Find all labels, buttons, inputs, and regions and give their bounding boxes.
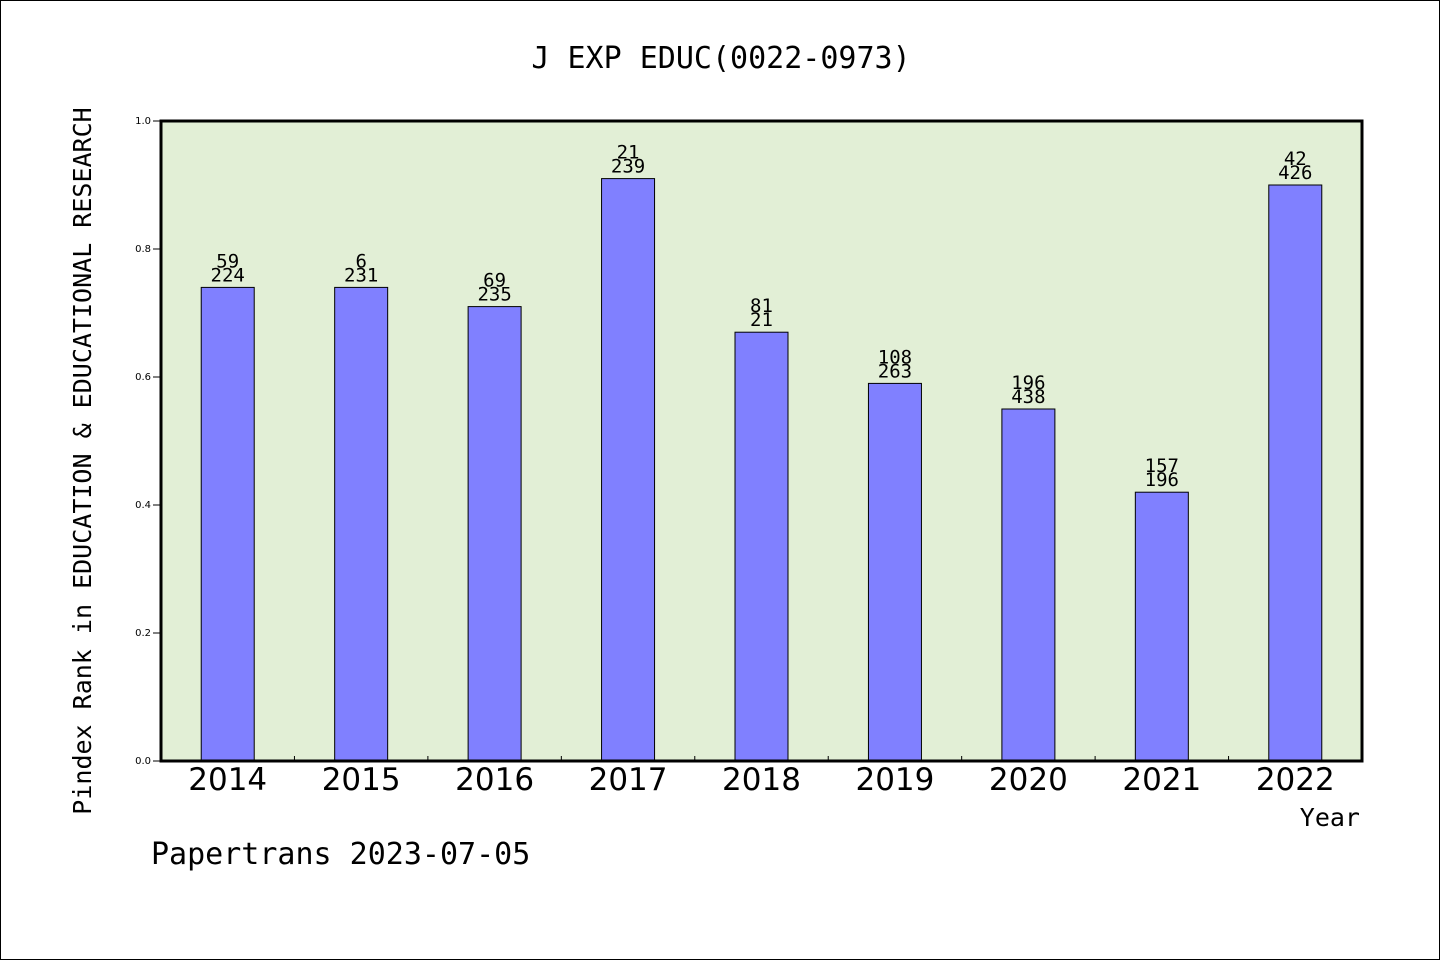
bar-label-top-2018: 81 xyxy=(750,295,773,317)
x-tick-label-2019: 2019 xyxy=(855,762,934,798)
bar-label-top-2014: 59 xyxy=(216,250,239,272)
bar-label-top-2022: 42 xyxy=(1284,148,1307,170)
x-tick-label-2016: 2016 xyxy=(455,762,534,798)
bar-2016 xyxy=(467,306,522,762)
bar-2018 xyxy=(734,331,789,762)
x-axis: 2014 2015 2016 2017 2018 2019 2020 2021 2022 xyxy=(188,756,1335,798)
footer-text: Papertrans 2023-07-05 xyxy=(151,837,530,872)
bar-label-bottom-2020: 438 xyxy=(1011,386,1045,408)
bar-label-bottom-2017: 239 xyxy=(611,156,645,178)
x-tick-label-2015: 2015 xyxy=(322,762,401,798)
x-tick-label-2022: 2022 xyxy=(1256,762,1335,798)
bar-2017 xyxy=(601,178,656,762)
bar-label-bottom-2018: 21 xyxy=(750,309,773,331)
bar-label-top-2015: 6 xyxy=(355,250,366,272)
y-tick-label-0.6: 0.6 xyxy=(135,372,151,383)
bar-2015 xyxy=(334,286,389,762)
bar-2021 xyxy=(1134,491,1189,762)
y-tick-label-1.0: 1.0 xyxy=(135,116,151,127)
bar-label-bottom-2016: 235 xyxy=(477,284,511,306)
bar-label-bottom-2021: 196 xyxy=(1145,469,1179,491)
x-tick-label-2018: 2018 xyxy=(722,762,801,798)
bars-group xyxy=(200,178,1323,762)
bar-label-top-2021: 157 xyxy=(1145,455,1179,477)
bar-2019 xyxy=(867,382,922,762)
bar-2014 xyxy=(200,286,255,762)
x-tick-label-2014: 2014 xyxy=(188,762,267,798)
bar-label-bottom-2015: 231 xyxy=(344,264,378,286)
bar-label-top-2020: 196 xyxy=(1011,372,1045,394)
bar-label-bottom-2019: 263 xyxy=(878,360,912,382)
bar-2020 xyxy=(1001,408,1056,762)
y-tick-label-0.0: 0.0 xyxy=(135,756,151,767)
bar-label-top-2019: 108 xyxy=(878,346,912,368)
bar-label-bottom-2022: 426 xyxy=(1278,162,1312,184)
y-axis-label: Pindex Rank in EDUCATION & EDUCATIONAL R… xyxy=(68,107,97,814)
y-tick-label-0.8: 0.8 xyxy=(135,244,151,255)
plot-border xyxy=(159,119,1364,763)
y-axis: 0.0 0.2 0.4 0.6 0.8 1.0 xyxy=(135,116,161,767)
bar-label-top-2016: 69 xyxy=(483,270,506,292)
bar-2022 xyxy=(1268,184,1323,762)
x-tick-label-2020: 2020 xyxy=(989,762,1068,798)
y-tick-label-0.4: 0.4 xyxy=(135,500,151,511)
y-tick-label-0.2: 0.2 xyxy=(135,628,151,639)
bar-label-bottom-2014: 224 xyxy=(211,264,245,286)
x-axis-label: Year xyxy=(1300,803,1360,832)
bar-label-top-2017: 21 xyxy=(617,142,640,164)
x-tick-label-2017: 2017 xyxy=(589,762,668,798)
chart-title: J EXP EDUC(0022-0973) xyxy=(531,41,910,76)
x-tick-label-2021: 2021 xyxy=(1122,762,1201,798)
